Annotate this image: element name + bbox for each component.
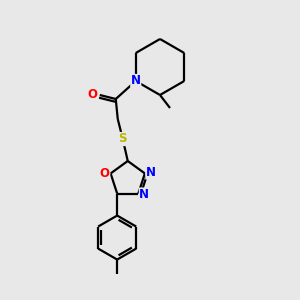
Text: O: O (100, 167, 110, 180)
Text: N: N (131, 74, 141, 88)
Text: O: O (88, 88, 98, 101)
Text: N: N (146, 166, 156, 179)
Text: S: S (118, 133, 127, 146)
Text: N: N (139, 188, 149, 201)
